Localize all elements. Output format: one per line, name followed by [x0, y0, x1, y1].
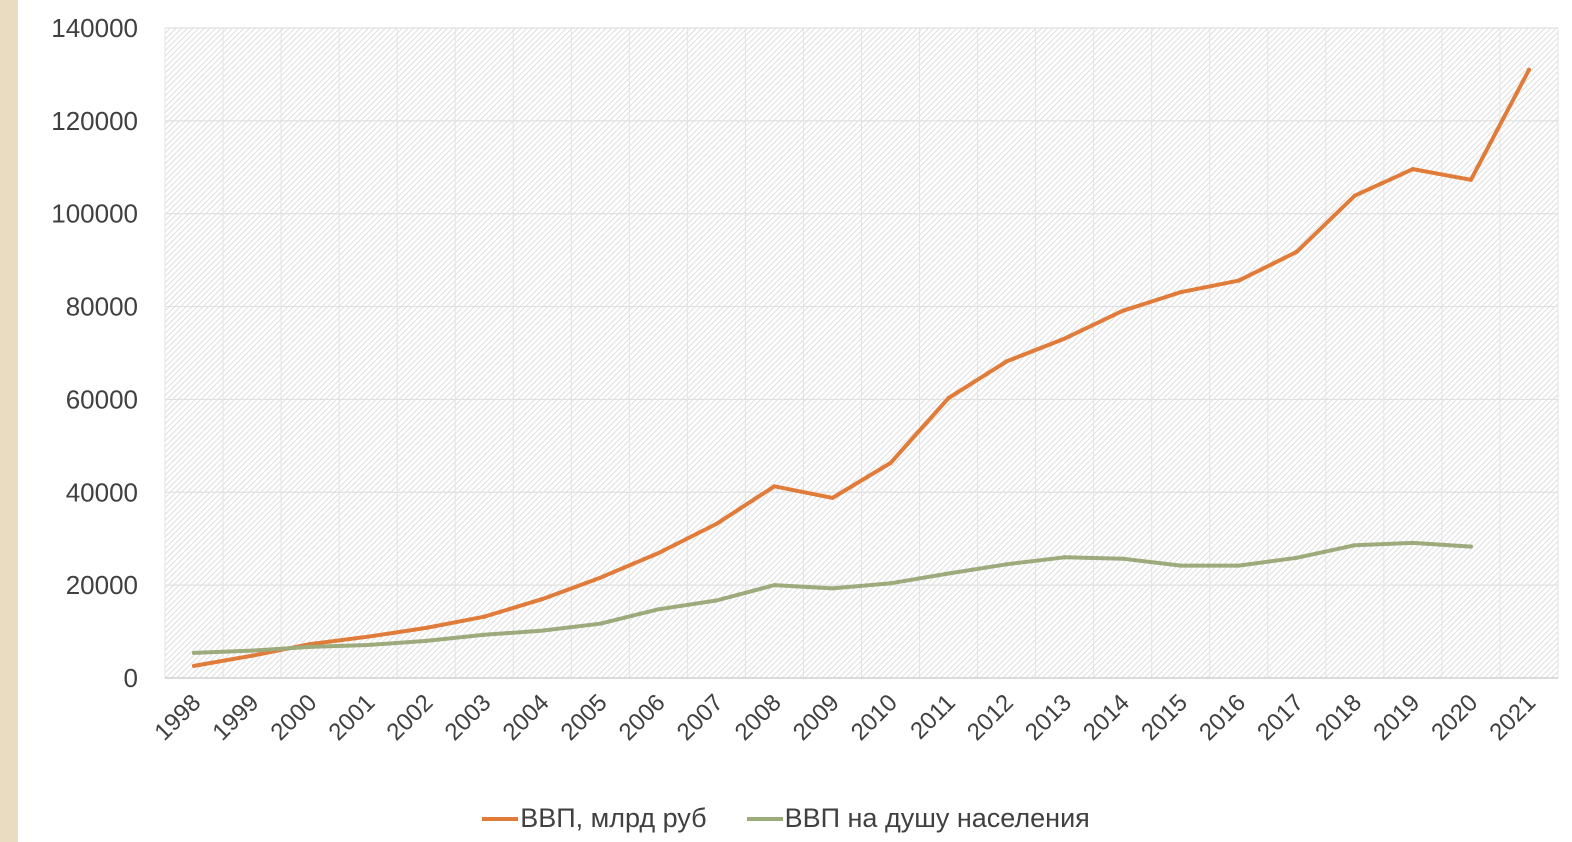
data-point — [1062, 555, 1067, 560]
x-tick-label: 2012 — [962, 689, 1019, 746]
data-point — [366, 643, 371, 648]
legend-label: ВВП на душу населения — [784, 803, 1090, 833]
x-tick-label: 2003 — [440, 689, 497, 746]
data-point — [250, 648, 255, 653]
data-point — [424, 625, 429, 630]
x-tick-label: 2020 — [1426, 689, 1483, 746]
y-tick-label: 0 — [124, 663, 138, 693]
series-lines — [192, 67, 1531, 668]
data-point — [308, 644, 313, 649]
x-axis-labels: 1998 1999 2000 2001 2002 2003 2004 2005 2006 2007… — [149, 689, 1541, 746]
x-tick-label: 2005 — [556, 689, 613, 746]
data-point — [830, 495, 835, 500]
data-point — [598, 621, 603, 626]
x-tick-label: 2015 — [1136, 689, 1193, 746]
data-point — [598, 575, 603, 580]
data-point — [1410, 167, 1415, 172]
data-point — [1004, 562, 1009, 567]
data-point — [1526, 67, 1531, 72]
x-tick-label: 2018 — [1310, 689, 1367, 746]
data-point — [772, 583, 777, 588]
data-point — [250, 653, 255, 658]
y-tick-label: 80000 — [66, 292, 138, 322]
data-point — [424, 638, 429, 643]
x-tick-label: 2002 — [382, 689, 439, 746]
data-point — [1352, 193, 1357, 198]
data-point — [1352, 543, 1357, 548]
y-tick-label: 60000 — [66, 384, 138, 414]
x-tick-label: 2004 — [498, 689, 555, 746]
data-point — [656, 607, 661, 612]
data-point — [482, 632, 487, 637]
data-point — [1294, 555, 1299, 560]
legend-item: ВВП, млрд руб — [482, 803, 707, 834]
y-tick-label: 120000 — [51, 106, 138, 136]
data-point — [192, 650, 197, 655]
data-point — [366, 634, 371, 639]
x-tick-label: 2010 — [846, 689, 903, 746]
data-point — [1236, 563, 1241, 568]
series-line — [192, 67, 1531, 668]
x-tick-label: 2017 — [1252, 689, 1309, 746]
data-point — [656, 551, 661, 556]
data-point — [830, 586, 835, 591]
data-point — [1004, 359, 1009, 364]
x-tick-label: 2000 — [266, 689, 323, 746]
legend-swatch — [482, 816, 519, 821]
x-tick-label: 2007 — [672, 689, 729, 746]
data-point — [946, 571, 951, 576]
data-point — [1294, 249, 1299, 254]
data-point — [888, 581, 893, 586]
data-point — [1120, 308, 1125, 313]
data-point — [772, 484, 777, 489]
data-point — [192, 663, 197, 668]
x-tick-label: 2021 — [1484, 689, 1541, 746]
side-accent-strip — [0, 0, 18, 842]
y-axis-labels: 0 20000 40000 60000 80000 100000 120000 140000 — [51, 13, 138, 693]
data-point — [1120, 556, 1125, 561]
x-tick-label: 1998 — [149, 689, 206, 746]
data-point — [1468, 177, 1473, 182]
legend: ВВП, млрд руб ВВП на душу населения — [0, 803, 1572, 834]
x-tick-label: 2016 — [1194, 689, 1251, 746]
x-tick-label: 2001 — [324, 689, 381, 746]
x-tick-label: 2008 — [730, 689, 787, 746]
y-tick-label: 140000 — [51, 13, 138, 43]
data-point — [1178, 563, 1183, 568]
legend-label: ВВП, млрд руб — [520, 803, 707, 833]
x-tick-label: 2019 — [1368, 689, 1425, 746]
y-tick-label: 100000 — [51, 199, 138, 229]
data-point — [1178, 290, 1183, 295]
x-tick-label: 2006 — [614, 689, 671, 746]
y-tick-label: 40000 — [66, 477, 138, 507]
y-tick-label: 20000 — [66, 570, 138, 600]
legend-item: ВВП на душу населения — [746, 803, 1090, 834]
data-point — [888, 461, 893, 466]
data-point — [1468, 544, 1473, 549]
x-tick-label: 1999 — [207, 689, 264, 746]
x-tick-label: 2009 — [788, 689, 845, 746]
data-point — [1062, 336, 1067, 341]
data-point — [482, 614, 487, 619]
data-point — [714, 598, 719, 603]
data-point — [540, 628, 545, 633]
data-point — [540, 597, 545, 602]
data-point — [946, 396, 951, 401]
data-point — [714, 521, 719, 526]
data-point — [1236, 278, 1241, 283]
data-point — [1410, 540, 1415, 545]
x-tick-label: 2011 — [905, 689, 961, 745]
x-tick-label: 2014 — [1078, 689, 1135, 746]
x-tick-label: 2013 — [1020, 689, 1077, 746]
legend-swatch — [746, 816, 783, 821]
